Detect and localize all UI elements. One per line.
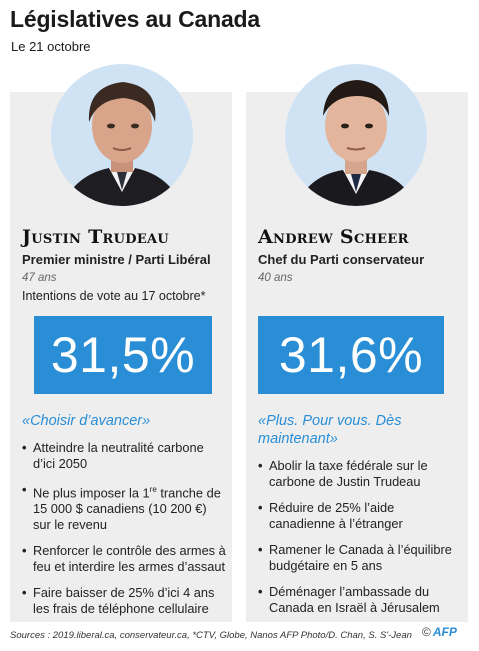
copyright-icon: © [422,625,431,639]
pledge-item: Abolir la taxe fédérale sur le carbone d… [258,458,463,490]
page-title: Législatives au Canada [10,6,260,32]
photo-credit: AFP Photo/D. Chan, S. S'-Jean [280,630,412,641]
pledge-item: Déménager l’ambassade du Canada en Israë… [258,584,463,616]
voting-intentions-label: Intentions de vote au 17 octobre* [22,289,206,303]
poll-score-scheer: 31,6% [258,316,444,394]
candidate-age-scheer: 40 ans [258,272,293,284]
pledge-list-scheer: Abolir la taxe fédérale sur le carbone d… [258,458,463,626]
sources-note: Sources : 2019.liberal.ca, conservateur.… [10,630,278,641]
pledge-item: Ramener le Canada à l’équilibre budgétai… [258,542,463,574]
candidate-name-scheer: Andrew Scheer [258,226,409,248]
pledge-list-trudeau: Atteindre la neutralité carbone d’ici 20… [22,440,227,627]
pledge-item: Faire baisser de 25% d’ici 4 ans les fra… [22,585,227,617]
scheer-portrait [285,64,427,206]
campaign-slogan-scheer: «Plus. Pour vous. Dès maintenant» [258,413,402,447]
superscript: re [149,485,157,494]
campaign-slogan-trudeau: «Choisir d’avancer» [22,413,151,429]
pledge-item: Atteindre la neutralité carbone d’ici 20… [22,440,227,472]
trudeau-portrait [51,64,193,206]
candidate-role-scheer: Chef du Parti conservateur [258,252,425,267]
election-date: Le 21 octobre [11,39,91,54]
pledge-item: Réduire de 25% l’aide canadienne à l’étr… [258,500,463,532]
candidate-name-trudeau: Justin Trudeau [22,226,170,248]
pledge-item: Ne plus imposer la 1re tranche de 15 000… [22,482,227,533]
poll-score-trudeau: 31,5% [34,316,212,394]
afp-logo: © AFP [422,625,457,639]
candidate-role-trudeau: Premier ministre / Parti Libéral [22,252,211,267]
candidate-age-trudeau: 47 ans [22,272,57,284]
afp-logo-text: AFP [432,625,457,639]
pledge-item: Renforcer le contrôle des armes à feu et… [22,543,227,575]
